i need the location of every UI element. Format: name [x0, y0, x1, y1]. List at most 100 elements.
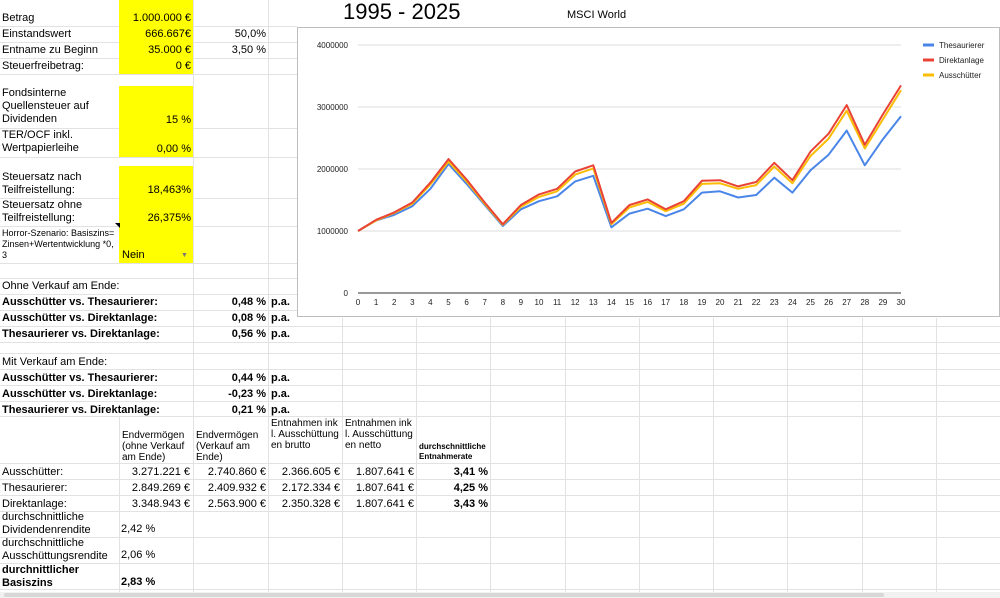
series-line-direktanlage: [357, 84, 902, 232]
mit-row-label: Thesaurierer vs. Direktanlage:: [2, 404, 160, 416]
input-entname[interactable]: 35.000 €: [148, 44, 191, 56]
x-tick-label: 27: [842, 298, 851, 307]
ohne-row-value: 0,08 %: [231, 312, 266, 324]
mit-row-value: 0,21 %: [231, 404, 266, 416]
grid-line: [0, 495, 1000, 496]
x-tick-label: 5: [446, 298, 451, 307]
x-tick-label: 29: [878, 298, 887, 307]
series-line-ausschütter: [357, 89, 902, 232]
table-cell: 2.563.900 €: [207, 498, 266, 510]
grid-line: [0, 463, 1000, 464]
y-tick-label: 4000000: [317, 41, 349, 50]
input-highlight: [119, 128, 193, 157]
x-tick-label: 1: [374, 298, 379, 307]
table-cell: 3,43 %: [453, 498, 488, 510]
x-tick-label: 4: [428, 298, 433, 307]
table-cell: 2.849.269 €: [131, 482, 190, 494]
input-steuerfreibetrag[interactable]: 0 €: [175, 60, 191, 72]
legend-entry: Thesaurierer: [939, 41, 985, 50]
x-tick-label: 3: [410, 298, 415, 307]
ohne-row-unit: p.a.: [271, 328, 290, 340]
heading-ohne-verkauf: Ohne Verkauf am Ende:: [2, 280, 120, 292]
x-tick-label: 7: [482, 298, 487, 307]
label-basiszins: durchnittlicher Basiszins: [2, 564, 80, 589]
x-tick-label: 10: [535, 298, 544, 307]
value-einstandswert-pct: 50,0%: [234, 28, 266, 40]
input-quellensteuer[interactable]: 15 %: [165, 114, 191, 126]
label-steuerfreibetrag: Steuerfreibetrag:: [2, 60, 84, 72]
x-tick-label: 17: [661, 298, 670, 307]
table-header: Entnahmen inkl. Ausschüttungen brutto: [271, 418, 339, 451]
y-tick-label: 1000000: [317, 227, 349, 236]
ohne-row-value: 0,48 %: [231, 296, 266, 308]
table-cell: 1.807.641 €: [355, 466, 414, 478]
grid-line: [0, 74, 297, 75]
ohne-row-label: Thesaurierer vs. Direktanlage:: [2, 328, 160, 340]
x-tick-label: 25: [806, 298, 815, 307]
table-cell: 2.172.334 €: [281, 482, 340, 494]
x-tick-label: 19: [697, 298, 706, 307]
ohne-row-unit: p.a.: [271, 312, 290, 324]
grid-line: [0, 416, 1000, 417]
x-tick-label: 20: [716, 298, 725, 307]
table-cell: 3,41 %: [453, 466, 488, 478]
input-betrag[interactable]: 1.000.000 €: [132, 12, 191, 24]
grid-line: [0, 537, 1000, 538]
ohne-row-value: 0,56 %: [231, 328, 266, 340]
ohne-row-label: Ausschütter vs. Direktanlage:: [2, 312, 158, 324]
grid-line: [862, 318, 863, 598]
input-ter[interactable]: 0,00 %: [156, 143, 191, 155]
chevron-down-icon[interactable]: ▼: [181, 252, 188, 259]
grid-line: [193, 0, 194, 598]
grid-line: [713, 318, 714, 598]
table-header: durchschnittliche Entnahmerate: [419, 442, 486, 461]
value-steuersatz-mit: 18,463%: [147, 184, 191, 196]
ohne-row-label: Ausschütter vs. Thesaurierer:: [2, 296, 158, 308]
grid-line: [0, 563, 1000, 564]
label-betrag: Betrag: [2, 12, 35, 24]
table-cell: 1.807.641 €: [355, 498, 414, 510]
input-einstandswert[interactable]: 666.667€: [145, 28, 191, 40]
table-row-label: Direktanlage:: [2, 498, 67, 510]
mit-row-unit: p.a.: [271, 372, 290, 384]
y-tick-label: 3000000: [317, 103, 349, 112]
dropdown-horror-value[interactable]: Nein: [122, 249, 145, 261]
table-cell: 4,25 %: [453, 482, 488, 494]
value-entname-pct: 3,50 %: [231, 44, 266, 56]
scrollbar-thumb[interactable]: [4, 593, 884, 597]
x-tick-label: 28: [860, 298, 869, 307]
table-header: Endvermögen (Verkauf am Ende): [196, 430, 259, 463]
grid-line: [119, 416, 120, 598]
grid-line: [0, 353, 1000, 354]
value-steuersatz-ohne: 26,375%: [147, 212, 191, 224]
label-quellensteuer: Fondsinterne Quellensteuer auf Dividende…: [2, 87, 89, 125]
grid-line: [0, 385, 1000, 386]
grid-line: [0, 342, 1000, 343]
grid-line: [639, 318, 640, 598]
x-tick-label: 0: [356, 298, 361, 307]
input-highlight: [119, 226, 193, 263]
x-tick-label: 18: [679, 298, 688, 307]
line-chart[interactable]: 0 1000000 2000000 3000000 4000000 0 1 2 3 4 5 6 7 8 9 1…: [297, 27, 1000, 317]
grid-line: [268, 0, 269, 598]
grid-line: [0, 369, 1000, 370]
label-dividendenrendite: durchschnittliche Dividendenrendite: [2, 511, 91, 536]
table-row-label: Ausschütter:: [2, 466, 64, 478]
heading-mit-verkauf: Mit Verkauf am Ende:: [2, 356, 108, 368]
table-cell: 3.271.221 €: [131, 466, 190, 478]
table-cell: 2.350.328 €: [281, 498, 340, 510]
x-tick-label: 22: [752, 298, 761, 307]
series-line-thesaurierer: [357, 115, 902, 232]
table-cell: 1.807.641 €: [355, 482, 414, 494]
x-tick-label: 30: [897, 298, 906, 307]
x-tick-label: 24: [788, 298, 797, 307]
label-ausschuettungsrendite: durchschnittliche Ausschüttungsrendite: [2, 537, 108, 562]
legend-entry: Ausschütter: [939, 71, 982, 80]
grid-line: [0, 157, 297, 158]
value-dividendenrendite: 2,42 %: [121, 523, 156, 535]
input-highlight: [119, 86, 193, 128]
mit-row-value: -0,23 %: [228, 388, 266, 400]
label-steuersatz-mit: Steuersatz nach Teilfreistellung:: [2, 171, 82, 196]
grid-line: [342, 318, 343, 598]
